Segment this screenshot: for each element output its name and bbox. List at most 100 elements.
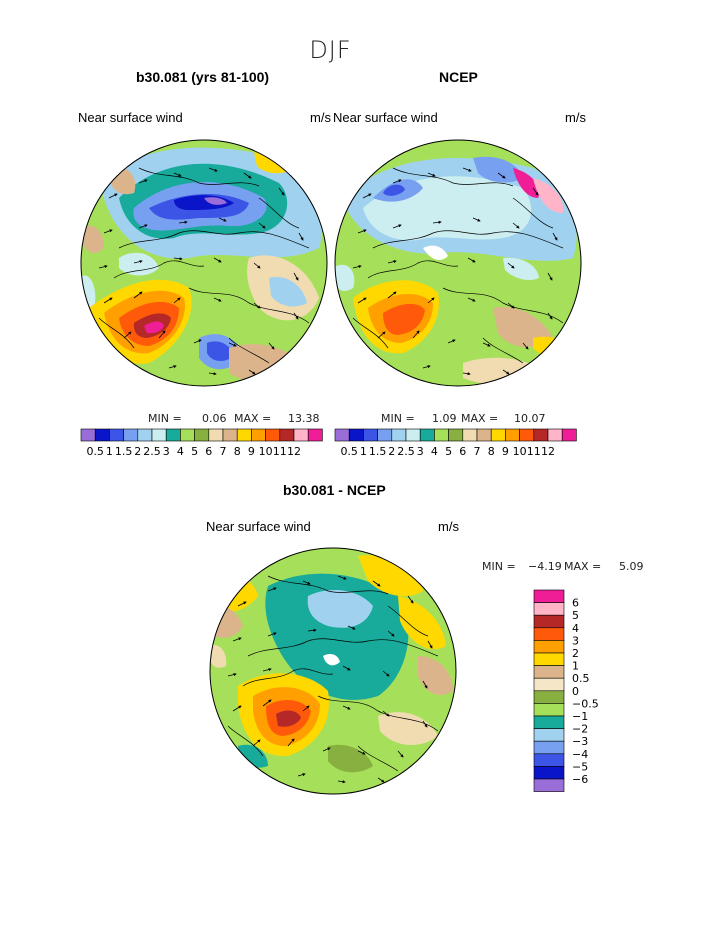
panel-3-colorbar-tick-label: −1 xyxy=(572,710,588,723)
panel-3-colorbar-swatch xyxy=(533,703,565,717)
panel-2-colorbar-swatch xyxy=(391,428,407,442)
panel-2-colorbar-tick-label: 5 xyxy=(445,445,452,458)
panel-2-colorbar-swatch xyxy=(476,428,492,442)
panel-1-colorbar-swatch xyxy=(293,428,309,442)
panel-1-colorbar-swatch xyxy=(94,428,110,442)
panel-2-colorbar-tick-label: 4 xyxy=(431,445,438,458)
panel-1-colorbar-tick-label: 0.5 xyxy=(86,445,104,458)
panel-1-colorbar-swatch xyxy=(180,428,195,442)
panel-2-colorbar-swatch xyxy=(405,428,421,442)
panel-1-colorbar-tick-label: 4 xyxy=(177,445,184,458)
panel-2-colorbar-swatch xyxy=(490,428,506,442)
panel-1-colorbar-swatch xyxy=(208,428,224,442)
panel-3-colorbar-tick-label: 5 xyxy=(572,609,579,622)
panel-2-colorbar-swatch xyxy=(505,428,520,442)
panel-1-colorbar-tick-label: 6 xyxy=(205,445,212,458)
panel-1-min-label: MIN = xyxy=(148,412,182,425)
panel-1-colorbar-swatch xyxy=(307,428,323,442)
panel-1-variable: Near surface wind xyxy=(78,110,183,125)
panel-2-colorbar-swatch xyxy=(533,428,549,442)
panel-1-colorbar-tick-label: 1 xyxy=(106,445,113,458)
panel-3-colorbar-tick-label: −5 xyxy=(572,760,588,773)
panel-2-colorbar: 0.5 1 1.5 2 2.5 3 4 5 6 7 8 9 10 11 12 xyxy=(334,428,577,458)
panel-3-colorbar-tick-label: 0.5 xyxy=(572,672,590,685)
panel-2-colorbar-swatch xyxy=(434,428,449,442)
panel-3-colorbar-tick-label: −6 xyxy=(572,773,588,786)
panel-3-colorbar-swatch xyxy=(533,778,565,792)
panel-1-colorbar-tick-label: 8 xyxy=(234,445,241,458)
panel-3-max-value: 5.09 xyxy=(619,560,644,573)
panel-3-colorbar-swatch xyxy=(533,728,565,742)
panel-3-variable: Near surface wind xyxy=(206,519,311,534)
season-title: DJF xyxy=(309,36,352,64)
panel-1-colorbar-swatch xyxy=(251,428,266,442)
panel-2-title: NCEP xyxy=(439,69,478,85)
panel-3-colorbar-swatch xyxy=(533,602,565,616)
panel-3-colorbar-tick-label: 3 xyxy=(572,634,579,647)
panel-2-colorbar-tick-label: 8 xyxy=(488,445,495,458)
panel-1-colorbar: 0.5 1 1.5 2 2.5 3 4 5 6 7 8 9 10 11 12 xyxy=(80,428,323,458)
panel-3-units: m/s xyxy=(438,519,459,534)
panel-2-colorbar-swatch xyxy=(348,428,364,442)
panel-2-colorbar-tick-label: 3 xyxy=(417,445,424,458)
panel-1-max-label: MAX = xyxy=(234,412,272,425)
panel-3-max-label: MAX = xyxy=(564,560,602,573)
panel-2-min-label: MIN = xyxy=(381,412,415,425)
panel-3-colorbar-swatch xyxy=(533,640,565,654)
panel-3-map xyxy=(209,547,457,795)
panel-3-colorbar-tick-label: 0 xyxy=(572,685,579,698)
panel-1-colorbar-swatch xyxy=(151,428,167,442)
panel-1-colorbar-swatch xyxy=(194,428,210,442)
panel-3-colorbar-tick-label: 2 xyxy=(572,647,579,660)
panel-1-max-value: 13.38 xyxy=(288,412,320,425)
panel-1-colorbar-tick-label: 11 xyxy=(273,445,287,458)
panel-2-min-value: 1.09 xyxy=(432,412,457,425)
panel-1-colorbar-swatch xyxy=(236,428,252,442)
panel-1-colorbar-swatch xyxy=(109,428,124,442)
panel-1-colorbar-tick-label: 2.5 xyxy=(143,445,161,458)
panel-2-colorbar-swatch xyxy=(334,428,350,442)
panel-3-colorbar-tick-label: −3 xyxy=(572,735,588,748)
panel-2-colorbar-tick-label: 1.5 xyxy=(369,445,387,458)
panel-1-colorbar-tick-label: 12 xyxy=(287,445,301,458)
panel-3-colorbar-swatch xyxy=(533,740,565,755)
panel-1-title: b30.081 (yrs 81-100) xyxy=(136,69,270,85)
panel-2-colorbar-tick-label: 0.5 xyxy=(340,445,358,458)
panel-1-colorbar-tick-label: 1.5 xyxy=(115,445,133,458)
panel-1-units: m/s xyxy=(310,110,331,125)
panel-2-max-value: 10.07 xyxy=(514,412,546,425)
panel-2-colorbar-swatch xyxy=(419,428,435,442)
panel-3-colorbar-swatch xyxy=(533,614,565,629)
panel-2-colorbar-swatch xyxy=(561,428,577,442)
panel-3-title: b30.081 - NCEP xyxy=(283,482,386,498)
panel-3-colorbar-swatch xyxy=(533,665,565,679)
panel-2-colorbar-swatch xyxy=(448,428,464,442)
panel-1-colorbar-tick-label: 5 xyxy=(191,445,198,458)
panel-2-colorbar-swatch xyxy=(363,428,378,442)
panel-2-units: m/s xyxy=(565,110,586,125)
panel-3-colorbar-tick-label: 4 xyxy=(572,622,579,635)
panel-3-colorbar-tick-label: −2 xyxy=(572,723,588,736)
panel-1-colorbar-tick-label: 2 xyxy=(134,445,141,458)
panel-3-colorbar-swatch xyxy=(533,627,565,641)
panel-3-colorbar-swatch xyxy=(533,766,565,780)
panel-1-colorbar-swatch xyxy=(279,428,295,442)
panel-1-colorbar-swatch xyxy=(165,428,181,442)
panel-2-colorbar-tick-label: 1 xyxy=(360,445,367,458)
panel-1-colorbar-tick-label: 3 xyxy=(163,445,170,458)
panel-3-min-value: −4.19 xyxy=(528,560,562,573)
panel-3-colorbar-swatch xyxy=(533,589,565,603)
panel-3-colorbar-tick-label: −4 xyxy=(572,748,588,761)
panel-3-colorbar-swatch xyxy=(533,715,565,729)
panel-1-colorbar-swatch xyxy=(137,428,153,442)
panel-3-min-label: MIN = xyxy=(482,560,516,573)
panel-3-colorbar-tick-label: 1 xyxy=(572,660,579,673)
panel-2-colorbar-tick-label: 7 xyxy=(474,445,481,458)
panel-3-colorbar-tick-label: 6 xyxy=(572,597,579,610)
panel-3-colorbar-swatch xyxy=(533,677,565,692)
panel-1-colorbar-tick-label: 9 xyxy=(248,445,255,458)
panel-2-colorbar-swatch xyxy=(462,428,478,442)
panel-2-colorbar-tick-label: 11 xyxy=(527,445,541,458)
panel-2-colorbar-tick-label: 6 xyxy=(459,445,466,458)
